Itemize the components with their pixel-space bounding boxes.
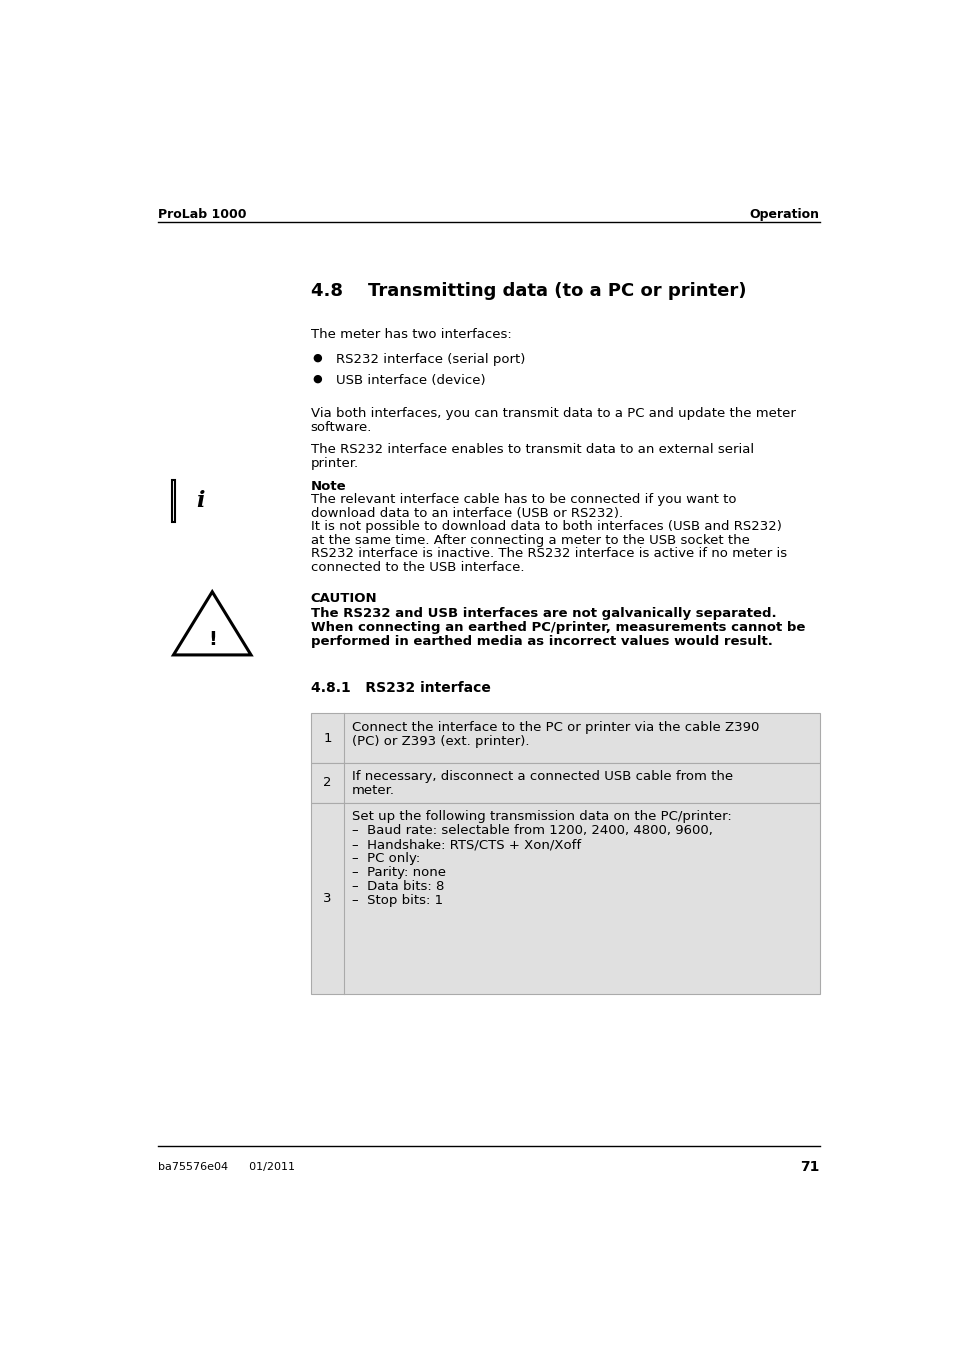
FancyBboxPatch shape [172, 480, 174, 523]
Text: at the same time. After connecting a meter to the USB socket the: at the same time. After connecting a met… [311, 534, 749, 547]
Text: printer.: printer. [311, 457, 358, 470]
Text: ProLab 1000: ProLab 1000 [158, 208, 246, 222]
FancyBboxPatch shape [311, 763, 819, 802]
Polygon shape [173, 592, 251, 655]
Text: 3: 3 [323, 892, 332, 905]
Text: 71: 71 [800, 1161, 819, 1174]
Text: meter.: meter. [352, 785, 395, 797]
Text: 2: 2 [323, 777, 332, 789]
Text: Set up the following transmission data on the PC/printer:: Set up the following transmission data o… [352, 811, 731, 824]
Text: (PC) or Z393 (ext. printer).: (PC) or Z393 (ext. printer). [352, 735, 529, 748]
FancyBboxPatch shape [311, 802, 819, 994]
Text: –  Stop bits: 1: – Stop bits: 1 [352, 893, 442, 907]
Text: connected to the USB interface.: connected to the USB interface. [311, 561, 523, 574]
Text: CAUTION: CAUTION [311, 592, 376, 605]
Text: RS232 interface (serial port): RS232 interface (serial port) [335, 353, 525, 366]
Text: Via both interfaces, you can transmit data to a PC and update the meter: Via both interfaces, you can transmit da… [311, 407, 795, 420]
Text: download data to an interface (USB or RS232).: download data to an interface (USB or RS… [311, 507, 622, 520]
Text: –  Data bits: 8: – Data bits: 8 [352, 880, 444, 893]
Text: It is not possible to download data to both interfaces (USB and RS232): It is not possible to download data to b… [311, 520, 781, 534]
Text: –  Parity: none: – Parity: none [352, 866, 445, 880]
Text: The RS232 and USB interfaces are not galvanically separated.: The RS232 and USB interfaces are not gal… [311, 607, 776, 620]
Text: ●: ● [312, 353, 321, 363]
Text: performed in earthed media as incorrect values would result.: performed in earthed media as incorrect … [311, 635, 772, 648]
Text: Note: Note [311, 480, 346, 493]
Text: If necessary, disconnect a connected USB cable from the: If necessary, disconnect a connected USB… [352, 770, 732, 784]
Text: ba75576e04      01/2011: ba75576e04 01/2011 [158, 1162, 294, 1171]
Text: The meter has two interfaces:: The meter has two interfaces: [311, 328, 511, 340]
Text: –  Baud rate: selectable from 1200, 2400, 4800, 9600,: – Baud rate: selectable from 1200, 2400,… [352, 824, 712, 838]
Text: –  Handshake: RTS/CTS + Xon/Xoff: – Handshake: RTS/CTS + Xon/Xoff [352, 838, 580, 851]
Text: 4.8    Transmitting data (to a PC or printer): 4.8 Transmitting data (to a PC or printe… [311, 282, 745, 300]
Text: RS232 interface is inactive. The RS232 interface is active if no meter is: RS232 interface is inactive. The RS232 i… [311, 547, 786, 561]
Text: 4.8.1   RS232 interface: 4.8.1 RS232 interface [311, 681, 490, 696]
Text: USB interface (device): USB interface (device) [335, 374, 485, 386]
Text: ●: ● [312, 374, 321, 384]
Text: The RS232 interface enables to transmit data to an external serial: The RS232 interface enables to transmit … [311, 443, 753, 457]
Text: software.: software. [311, 422, 372, 434]
Text: Connect the interface to the PC or printer via the cable Z390: Connect the interface to the PC or print… [352, 721, 759, 734]
Text: Operation: Operation [749, 208, 819, 222]
Text: !: ! [208, 630, 216, 648]
Text: When connecting an earthed PC/printer, measurements cannot be: When connecting an earthed PC/printer, m… [311, 621, 804, 634]
Text: –  PC only:: – PC only: [352, 852, 419, 865]
Text: 1: 1 [323, 732, 332, 744]
FancyBboxPatch shape [311, 713, 819, 763]
Text: i: i [196, 490, 205, 512]
Text: The relevant interface cable has to be connected if you want to: The relevant interface cable has to be c… [311, 493, 736, 507]
